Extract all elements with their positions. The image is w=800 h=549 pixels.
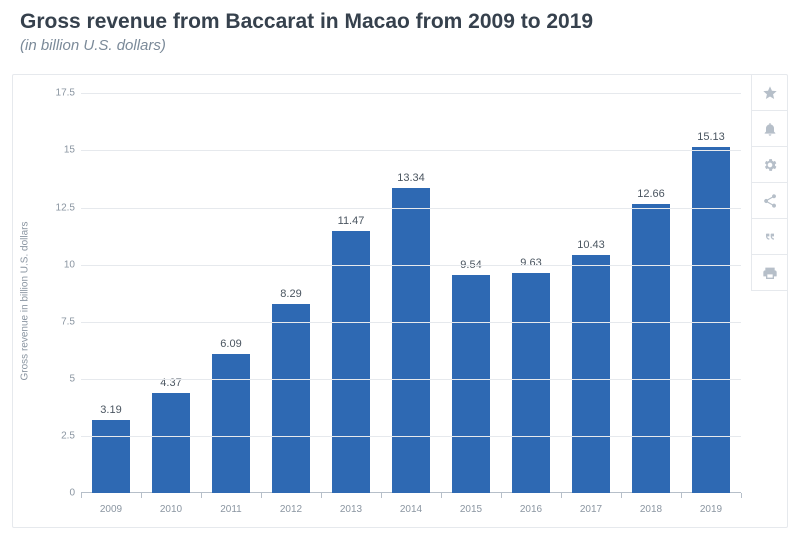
plot-area: 3.1920094.3720106.0920118.29201211.47201… xyxy=(81,93,741,493)
x-tick-label: 2015 xyxy=(441,504,501,515)
bar[interactable] xyxy=(92,420,129,493)
x-tick-mark xyxy=(741,493,742,498)
chart-toolbar xyxy=(751,75,787,291)
star-icon xyxy=(762,85,778,101)
x-tick-mark xyxy=(141,493,142,498)
x-tick-mark xyxy=(81,493,82,498)
print-button[interactable] xyxy=(752,255,788,291)
bar[interactable] xyxy=(512,273,549,493)
x-tick-label: 2012 xyxy=(261,504,321,515)
bar-value-label: 13.34 xyxy=(381,172,441,184)
gridline xyxy=(81,379,741,380)
y-tick-label: 0 xyxy=(41,488,75,499)
bar[interactable] xyxy=(392,188,429,493)
x-tick-mark xyxy=(201,493,202,498)
x-tick-label: 2019 xyxy=(681,504,741,515)
x-tick-label: 2010 xyxy=(141,504,201,515)
gear-icon xyxy=(762,157,778,173)
x-tick-label: 2018 xyxy=(621,504,681,515)
bar[interactable] xyxy=(452,275,489,493)
bar-value-label: 8.29 xyxy=(261,288,321,300)
quote-icon xyxy=(762,229,778,245)
bar-value-label: 3.19 xyxy=(81,404,141,416)
y-tick-label: 2.5 xyxy=(41,431,75,442)
bell-icon xyxy=(762,121,778,137)
bar[interactable] xyxy=(632,204,669,493)
share-button[interactable] xyxy=(752,183,788,219)
favorite-button[interactable] xyxy=(752,75,788,111)
x-tick-mark xyxy=(321,493,322,498)
bar[interactable] xyxy=(692,147,729,493)
y-tick-label: 17.5 xyxy=(41,88,75,99)
x-tick-label: 2014 xyxy=(381,504,441,515)
gridline xyxy=(81,93,741,94)
y-tick-label: 15 xyxy=(41,145,75,156)
bar[interactable] xyxy=(152,393,189,493)
share-icon xyxy=(762,193,778,209)
gridline xyxy=(81,322,741,323)
x-tick-mark xyxy=(261,493,262,498)
x-tick-label: 2017 xyxy=(561,504,621,515)
gridline xyxy=(81,208,741,209)
chart-container: Gross revenue in billion U.S. dollars 3.… xyxy=(12,74,788,528)
x-tick-label: 2011 xyxy=(201,504,261,515)
x-tick-mark xyxy=(561,493,562,498)
x-tick-label: 2013 xyxy=(321,504,381,515)
y-tick-label: 7.5 xyxy=(41,316,75,327)
x-tick-label: 2009 xyxy=(81,504,141,515)
x-tick-mark xyxy=(681,493,682,498)
bars-group: 3.1920094.3720106.0920118.29201211.47201… xyxy=(81,93,741,493)
x-tick-mark xyxy=(501,493,502,498)
gridline xyxy=(81,265,741,266)
gridline xyxy=(81,150,741,151)
bar[interactable] xyxy=(272,304,309,493)
x-tick-label: 2016 xyxy=(501,504,561,515)
y-tick-label: 5 xyxy=(41,374,75,385)
x-tick-mark xyxy=(381,493,382,498)
cite-button[interactable] xyxy=(752,219,788,255)
x-tick-mark xyxy=(441,493,442,498)
print-icon xyxy=(762,265,778,281)
bar-value-label: 6.09 xyxy=(201,338,261,350)
bar[interactable] xyxy=(212,354,249,493)
settings-button[interactable] xyxy=(752,147,788,183)
notify-button[interactable] xyxy=(752,111,788,147)
chart-subtitle: (in billion U.S. dollars) xyxy=(20,37,780,54)
x-tick-mark xyxy=(621,493,622,498)
chart-title: Gross revenue from Baccarat in Macao fro… xyxy=(20,8,780,35)
bar-value-label: 9.63 xyxy=(501,257,561,269)
bar-value-label: 11.47 xyxy=(321,215,381,227)
bar-value-label: 15.13 xyxy=(681,131,741,143)
y-tick-label: 10 xyxy=(41,259,75,270)
bar[interactable] xyxy=(332,231,369,493)
bar-value-label: 10.43 xyxy=(561,239,621,251)
chart-header: Gross revenue from Baccarat in Macao fro… xyxy=(0,0,800,60)
bar[interactable] xyxy=(572,255,609,493)
y-axis-label: Gross revenue in billion U.S. dollars xyxy=(20,222,31,381)
gridline xyxy=(81,436,741,437)
bar-value-label: 12.66 xyxy=(621,188,681,200)
y-tick-label: 12.5 xyxy=(41,202,75,213)
